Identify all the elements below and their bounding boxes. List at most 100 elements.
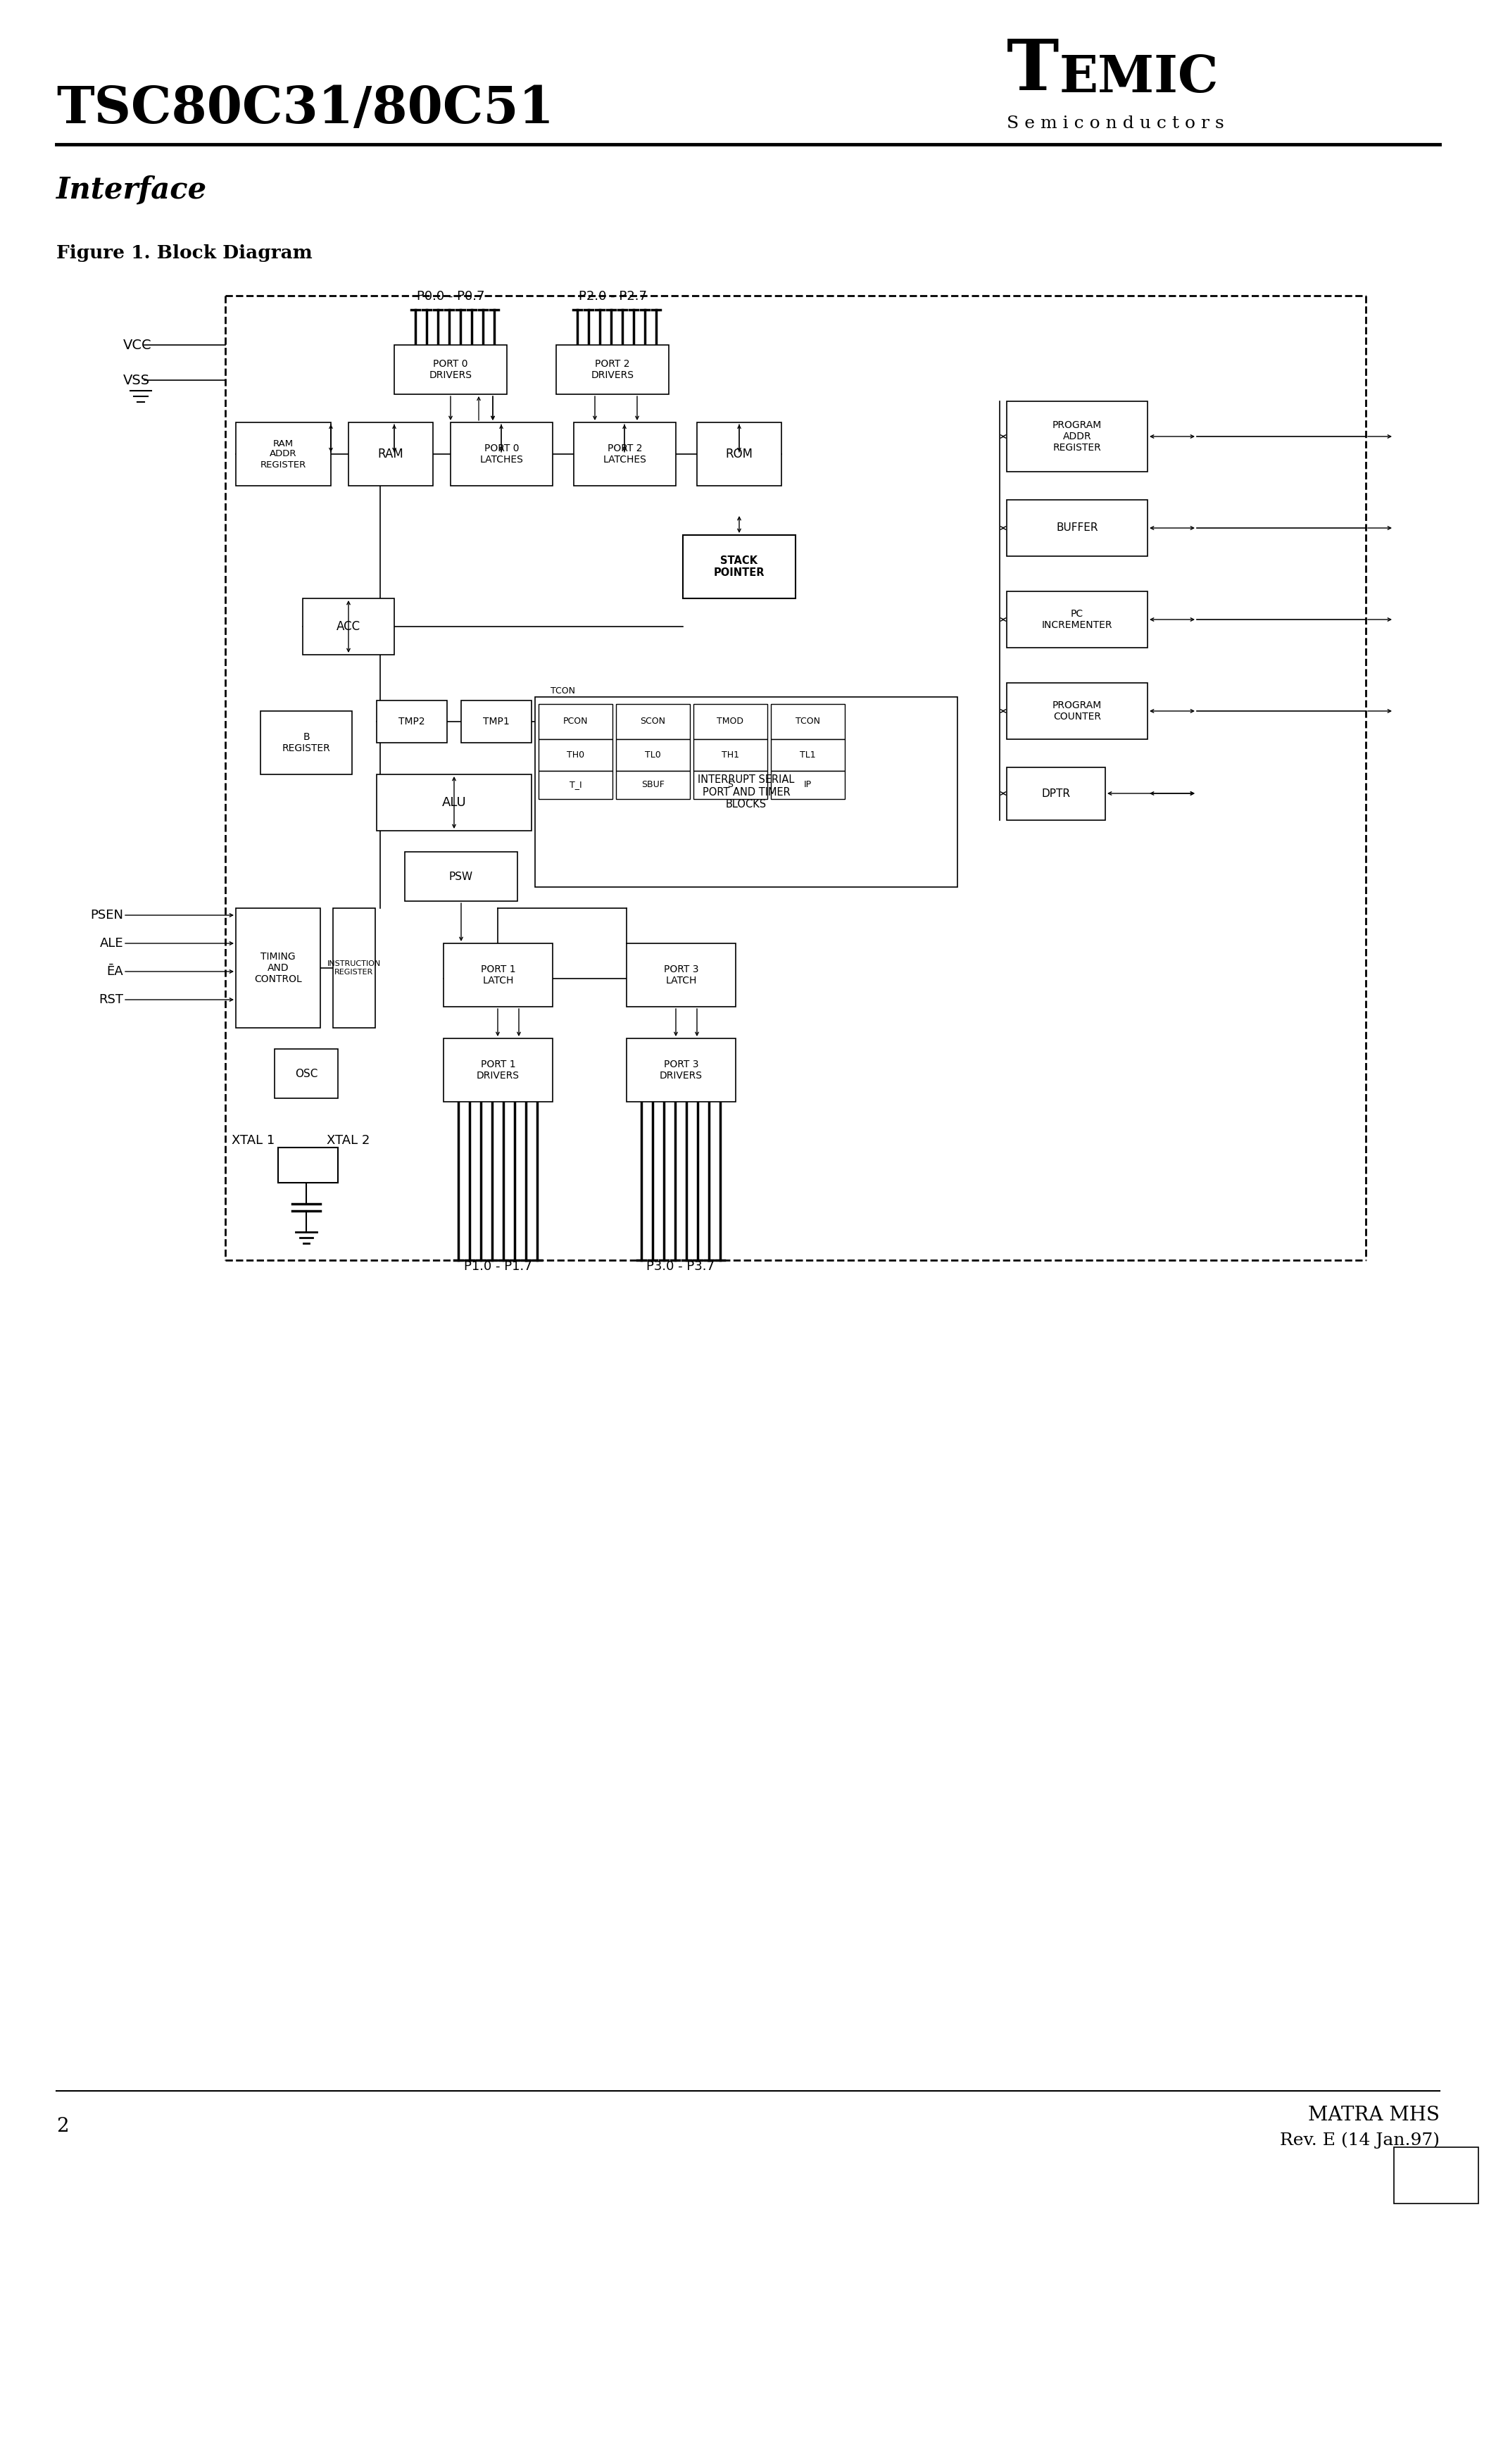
Bar	[694, 705, 767, 739]
Bar	[627, 1037, 736, 1101]
Bar	[450, 421, 552, 485]
Bar	[616, 739, 690, 771]
Bar	[616, 705, 690, 739]
Text: TSC80C31/80C51: TSC80C31/80C51	[57, 84, 554, 133]
Text: PORT 2
DRIVERS: PORT 2 DRIVERS	[591, 360, 634, 379]
Text: Interface: Interface	[57, 175, 206, 205]
Bar	[395, 345, 507, 394]
Bar	[682, 535, 796, 599]
Bar	[574, 421, 676, 485]
Bar	[278, 1148, 338, 1183]
Text: BUFFER: BUFFER	[1056, 522, 1098, 532]
Bar	[770, 705, 845, 739]
Text: TCON: TCON	[796, 717, 820, 727]
Bar	[334, 909, 375, 1027]
Text: P2.0 - P2.7: P2.0 - P2.7	[579, 291, 646, 303]
Text: SBUF: SBUF	[642, 781, 664, 788]
Bar	[697, 421, 781, 485]
Text: TMOD: TMOD	[717, 717, 744, 727]
Text: T_I: T_I	[570, 781, 582, 788]
Text: PORT 3
DRIVERS: PORT 3 DRIVERS	[660, 1060, 703, 1082]
Bar	[349, 421, 432, 485]
Text: B
REGISTER: B REGISTER	[283, 732, 331, 754]
Text: PC
INCREMENTER: PC INCREMENTER	[1041, 609, 1113, 631]
Bar	[1007, 683, 1147, 739]
Bar	[770, 739, 845, 771]
Text: RST: RST	[99, 993, 123, 1005]
Bar	[1007, 402, 1147, 471]
Text: PORT 2
LATCHES: PORT 2 LATCHES	[603, 444, 646, 466]
Text: ACC: ACC	[337, 621, 361, 633]
Text: 2: 2	[57, 2117, 69, 2136]
Bar	[405, 853, 518, 902]
Bar	[236, 421, 331, 485]
Text: OSC: OSC	[295, 1069, 317, 1079]
Text: TH1: TH1	[721, 752, 739, 759]
Text: PORT 1
LATCH: PORT 1 LATCH	[480, 963, 516, 986]
Bar	[539, 705, 612, 739]
Bar	[302, 599, 395, 655]
Text: S e m i c o n d u c t o r s: S e m i c o n d u c t o r s	[1007, 116, 1224, 131]
Bar	[1007, 766, 1106, 821]
Text: PCON: PCON	[562, 717, 588, 727]
Text: RAM
ADDR
REGISTER: RAM ADDR REGISTER	[260, 439, 307, 468]
Text: ALU: ALU	[441, 796, 467, 808]
Text: PORT 1
DRIVERS: PORT 1 DRIVERS	[477, 1060, 519, 1082]
Bar	[275, 1050, 338, 1099]
Text: TIMING
AND
CONTROL: TIMING AND CONTROL	[254, 951, 302, 983]
Bar	[461, 700, 531, 742]
Text: MATRA MHS: MATRA MHS	[1308, 2107, 1439, 2124]
Text: TCON: TCON	[551, 687, 576, 695]
Text: PROGRAM
COUNTER: PROGRAM COUNTER	[1052, 700, 1103, 722]
Text: TH0: TH0	[567, 752, 585, 759]
Text: EMIC: EMIC	[1059, 52, 1219, 103]
Text: INTERRUPT SERIAL
PORT AND TIMER
BLOCKS: INTERRUPT SERIAL PORT AND TIMER BLOCKS	[697, 774, 794, 811]
Text: DPTR: DPTR	[1041, 788, 1071, 798]
Text: XTAL 2: XTAL 2	[326, 1133, 370, 1146]
Text: XTAL 1: XTAL 1	[232, 1133, 275, 1146]
Text: INSTRUCTION
REGISTER: INSTRUCTION REGISTER	[328, 961, 381, 976]
Bar	[1007, 500, 1147, 557]
Text: RAM: RAM	[378, 448, 404, 461]
Bar	[1394, 2146, 1478, 2203]
Text: TMP1: TMP1	[483, 717, 510, 727]
Text: ROM: ROM	[726, 448, 752, 461]
Text: P3.0 - P3.7: P3.0 - P3.7	[646, 1259, 715, 1274]
Text: PSW: PSW	[449, 872, 473, 882]
Text: TMP2: TMP2	[398, 717, 425, 727]
Bar	[616, 771, 690, 798]
Text: T: T	[1007, 37, 1059, 103]
Bar	[260, 712, 352, 774]
Text: TL1: TL1	[800, 752, 815, 759]
Text: PROGRAM
ADDR
REGISTER: PROGRAM ADDR REGISTER	[1052, 421, 1103, 453]
Bar	[694, 739, 767, 771]
Text: Rev. E (14 Jan.97): Rev. E (14 Jan.97)	[1281, 2131, 1439, 2149]
Bar	[443, 944, 552, 1008]
Text: P0.0 - P0.7: P0.0 - P0.7	[416, 291, 485, 303]
Bar	[557, 345, 669, 394]
Text: Figure 1. Block Diagram: Figure 1. Block Diagram	[57, 244, 313, 261]
Text: S: S	[727, 781, 733, 788]
Bar	[536, 697, 957, 887]
Text: VCC: VCC	[123, 338, 151, 352]
Text: VSS: VSS	[123, 375, 150, 387]
Bar	[236, 909, 320, 1027]
Bar	[377, 774, 531, 830]
Bar	[443, 1037, 552, 1101]
Bar	[770, 771, 845, 798]
Text: TL0: TL0	[645, 752, 661, 759]
Bar	[1007, 591, 1147, 648]
Bar	[377, 700, 447, 742]
Text: SCON: SCON	[640, 717, 666, 727]
Bar	[539, 771, 612, 798]
Text: STACK
POINTER: STACK POINTER	[714, 554, 764, 579]
Text: PORT 0
DRIVERS: PORT 0 DRIVERS	[429, 360, 473, 379]
Text: ĒA: ĒA	[106, 966, 123, 978]
Text: P1.0 - P1.7: P1.0 - P1.7	[464, 1259, 531, 1274]
Text: IP: IP	[803, 781, 812, 788]
Bar	[539, 739, 612, 771]
Text: ALE: ALE	[100, 936, 123, 949]
Text: PORT 3
LATCH: PORT 3 LATCH	[664, 963, 699, 986]
Text: PSEN: PSEN	[90, 909, 123, 922]
Text: PORT 0
LATCHES: PORT 0 LATCHES	[480, 444, 524, 466]
